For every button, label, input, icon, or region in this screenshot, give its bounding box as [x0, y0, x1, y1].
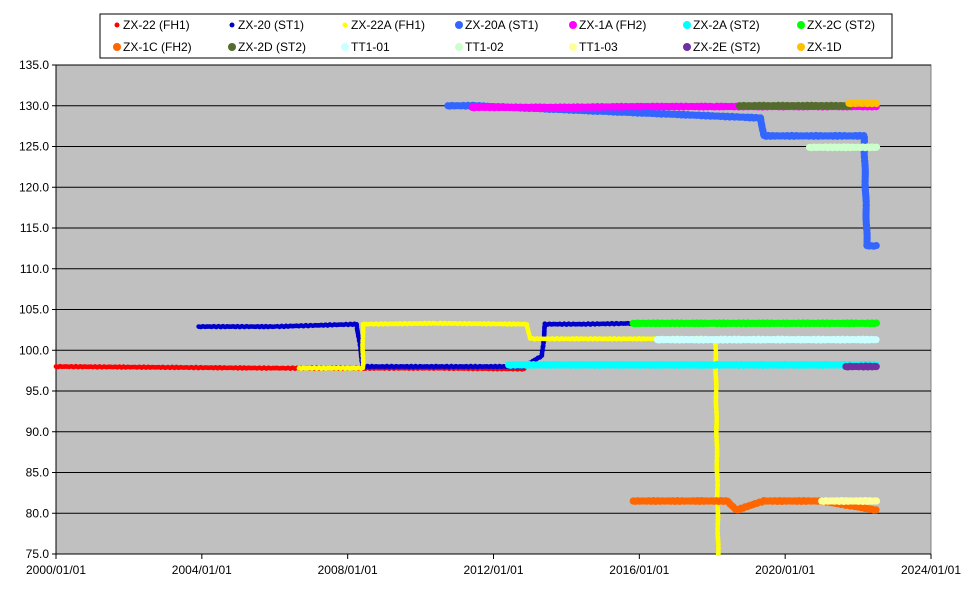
series-tt1-02: [805, 143, 881, 152]
y-tick-label: 130.0: [19, 99, 49, 113]
legend-marker: [569, 43, 577, 51]
legend-marker: [683, 21, 691, 29]
legend-marker: [228, 43, 236, 51]
x-tick-label: 2020/01/01: [755, 563, 815, 577]
legend: ZX-22 (FH1) ZX-20 (ST1) ZX-22A (FH1) ZX-20A…: [99, 13, 893, 59]
legend-label: ZX-2C (ST2): [807, 18, 875, 32]
y-tick-label: 105.0: [19, 303, 49, 317]
legend-label: ZX-2D (ST2): [238, 40, 306, 54]
data-point: [872, 319, 881, 327]
y-tick-label: 100.0: [19, 343, 49, 357]
data-point: [872, 241, 880, 250]
data-point: [872, 497, 881, 505]
legend-marker: [341, 43, 349, 51]
legend-entry-zx-2e-st2: ZX-2E (ST2): [683, 40, 760, 54]
legend-label: TT1-02: [465, 40, 504, 54]
data-point: [872, 506, 880, 514]
legend-label: ZX-22A (FH1): [351, 18, 425, 32]
y-tick-label: 125.0: [19, 140, 49, 154]
data-point: [872, 363, 880, 371]
legend-marker: [683, 43, 691, 51]
legend-entry-zx-2a-st2: ZX-2A (ST2): [683, 18, 760, 32]
gridlines: [56, 64, 931, 514]
series-zx-2d-st2: [735, 101, 853, 110]
legend-entry-zx-20a-st1: ZX-20A (ST1): [455, 18, 538, 32]
series-zx-2e-st2: [842, 362, 880, 371]
legend-label: ZX-1C (FH2): [123, 40, 192, 54]
x-tick-label: 2000/01/01: [26, 563, 86, 577]
y-tick-label: 135.0: [19, 58, 49, 72]
x-tick-label: 2012/01/01: [463, 563, 523, 577]
legend-marker: [229, 22, 235, 28]
y-tick-label: 85.0: [26, 466, 50, 480]
data-point: [715, 551, 721, 557]
legend-marker: [113, 43, 121, 51]
legend-marker: [797, 43, 805, 51]
legend-label: TT1-03: [579, 40, 618, 54]
x-tick-label: 2008/01/01: [318, 563, 378, 577]
series-zx-2a-st2: [505, 360, 880, 369]
legend-label: ZX-20 (ST1): [238, 18, 304, 32]
legend-marker: [455, 43, 463, 51]
legend-entry-zx-2d-st2: ZX-2D (ST2): [228, 40, 306, 54]
series-zx-1d: [845, 99, 881, 108]
data-point: [872, 99, 881, 108]
series-layer: [53, 99, 881, 557]
legend-label: ZX-20A (ST1): [465, 18, 538, 32]
x-tick-label: 2024/01/01: [901, 563, 961, 577]
y-tick-label: 90.0: [26, 425, 50, 439]
y-tick-label: 95.0: [26, 384, 50, 398]
y-tick-label: 80.0: [26, 506, 50, 520]
legend-entry-zx-1d: ZX-1D: [797, 40, 842, 54]
x-tick-labels: 2000/01/01 2004/01/01 2008/01/01 2012/01/01…: [26, 554, 961, 577]
legend-marker: [569, 21, 577, 29]
y-tick-label: 110.0: [20, 262, 49, 276]
data-point: [872, 336, 880, 344]
legend-label: ZX-2E (ST2): [693, 40, 760, 54]
y-tick-label: 120.0: [19, 180, 49, 194]
y-tick-labels: 75.0 80.0 85.0 90.0 95.0 100.0 105.0 110.0 115.0…: [19, 58, 56, 561]
legend-label: ZX-1A (FH2): [579, 18, 646, 32]
legend-entry-zx-22-fh1: ZX-22 (FH1): [114, 18, 190, 32]
legend-entry-zx-2c-st2: ZX-2C (ST2): [797, 18, 875, 32]
legend-label: ZX-2A (ST2): [693, 18, 760, 32]
y-tick-label: 115.0: [20, 221, 49, 235]
legend-marker: [797, 21, 805, 29]
x-tick-label: 2004/01/01: [172, 563, 232, 577]
legend-entry-tt1-03: TT1-03: [569, 40, 618, 54]
y-tick-label: 75.0: [26, 547, 50, 561]
legend-marker: [342, 22, 348, 28]
legend-entry-zx-1c-fh2: ZX-1C (FH2): [113, 40, 192, 54]
legend-entry-tt1-01: TT1-01: [341, 40, 390, 54]
series-tt1-03: [818, 497, 881, 506]
legend-label: ZX-22 (FH1): [123, 18, 190, 32]
legend-entry-tt1-02: TT1-02: [455, 40, 504, 54]
data-point: [872, 143, 881, 151]
x-tick-label: 2016/01/01: [609, 563, 669, 577]
legend-entry-zx-22a-fh1: ZX-22A (FH1): [342, 18, 425, 32]
legend-marker: [114, 22, 120, 28]
legend-label: TT1-01: [351, 40, 390, 54]
legend-label: ZX-1D: [807, 40, 842, 54]
legend-entry-zx-1a-fh2: ZX-1A (FH2): [569, 18, 646, 32]
series-zx-20-st1: [196, 320, 639, 370]
series-tt1-01: [653, 335, 880, 344]
series-zx-2c-st2: [629, 319, 881, 328]
legend-entry-zx-20-st1: ZX-20 (ST1): [229, 18, 304, 32]
legend-marker: [455, 21, 463, 29]
